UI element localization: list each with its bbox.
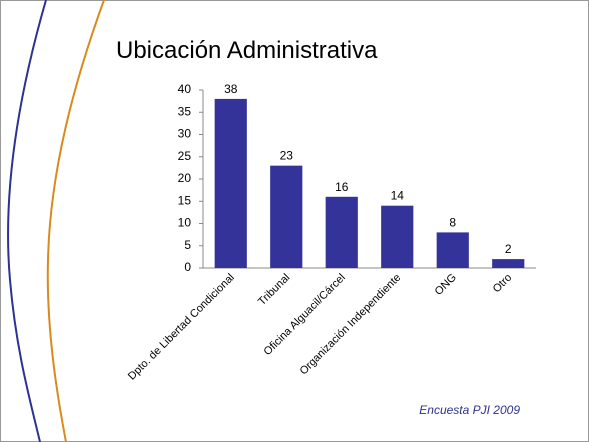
value-label: 16 [335,180,349,194]
value-label: 8 [449,215,456,229]
source-note: Encuesta PJI 2009 [419,403,520,417]
y-tick-label: 5 [184,238,191,252]
y-tick-label: 30 [178,127,192,141]
y-tick-label: 20 [178,171,192,185]
value-label: 2 [505,242,512,256]
y-tick-label: 25 [178,149,192,163]
value-label: 23 [280,149,294,163]
y-tick-label: 10 [178,216,192,230]
value-label: 38 [224,82,238,96]
y-tick-label: 35 [178,104,192,118]
y-tick-label: 15 [178,193,192,207]
value-label: 14 [391,189,405,203]
chart-title: Ubicación Administrativa [116,37,378,64]
y-tick-label: 40 [178,82,192,96]
bar [492,259,525,268]
y-tick-label: 0 [184,260,191,274]
bar [214,98,247,269]
bar [325,196,358,268]
bar [270,165,303,268]
bar [436,232,469,268]
decor-curve-orange [46,0,105,442]
decor-curve-blue [7,0,47,442]
bar [381,205,414,268]
